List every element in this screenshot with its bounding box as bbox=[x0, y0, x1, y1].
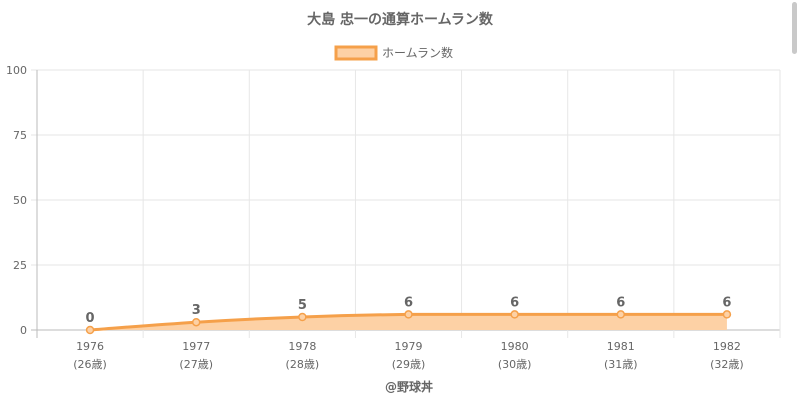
y-tick-label: 25 bbox=[13, 259, 27, 272]
x-axis-label: @野球丼 bbox=[385, 379, 433, 394]
y-tick-label: 100 bbox=[6, 64, 27, 77]
data-label: 3 bbox=[192, 303, 201, 318]
x-age-label: (31歳) bbox=[604, 358, 638, 371]
x-tick-label: 1976 bbox=[76, 340, 104, 353]
data-point bbox=[298, 312, 307, 322]
data-point bbox=[404, 310, 413, 319]
data-label: 5 bbox=[298, 298, 307, 313]
data-label: 6 bbox=[404, 295, 413, 310]
x-age-label: (26歳) bbox=[73, 358, 107, 371]
y-tick-label: 50 bbox=[13, 194, 27, 207]
gridlines bbox=[31, 69, 781, 338]
legend[interactable]: ホームラン数 bbox=[334, 45, 453, 61]
data-label: 6 bbox=[722, 295, 731, 310]
plot-area: 0 3 5 6 6 6 6 bbox=[85, 295, 732, 335]
data-point bbox=[85, 325, 95, 335]
data-label: 6 bbox=[510, 295, 519, 310]
data-point bbox=[616, 310, 626, 319]
x-age-label: (30歳) bbox=[498, 358, 532, 371]
x-age-label: (32歳) bbox=[710, 358, 744, 371]
x-tick-label: 1979 bbox=[395, 340, 423, 353]
series-area bbox=[90, 314, 727, 330]
y-axis: 0 25 50 75 100 bbox=[6, 64, 27, 337]
scrollbar[interactable] bbox=[792, 2, 797, 54]
x-tick-label: 1981 bbox=[607, 340, 635, 353]
x-age-label: (29歳) bbox=[392, 358, 426, 371]
chart-title: 大島 忠一の通算ホームラン数 bbox=[307, 11, 494, 28]
x-age-label: (28歳) bbox=[286, 358, 320, 371]
data-point bbox=[191, 317, 201, 327]
x-tick-label: 1980 bbox=[501, 340, 529, 353]
x-axis: 1976 (26歳) 1977 (27歳) 1978 (28歳) 1979 (29歳) 1980… bbox=[73, 340, 743, 371]
y-tick-label: 0 bbox=[20, 324, 27, 337]
y-tick-label: 75 bbox=[13, 129, 27, 142]
legend-swatch bbox=[334, 45, 378, 61]
x-age-label: (27歳) bbox=[179, 358, 213, 371]
x-tick-label: 1977 bbox=[182, 340, 210, 353]
legend-label: ホームラン数 bbox=[382, 45, 453, 60]
x-tick-label: 1982 bbox=[713, 340, 741, 353]
data-label: 6 bbox=[616, 295, 625, 310]
data-point bbox=[510, 310, 519, 319]
data-label: 0 bbox=[86, 311, 95, 326]
data-point bbox=[722, 310, 732, 319]
x-tick-label: 1978 bbox=[288, 340, 316, 353]
